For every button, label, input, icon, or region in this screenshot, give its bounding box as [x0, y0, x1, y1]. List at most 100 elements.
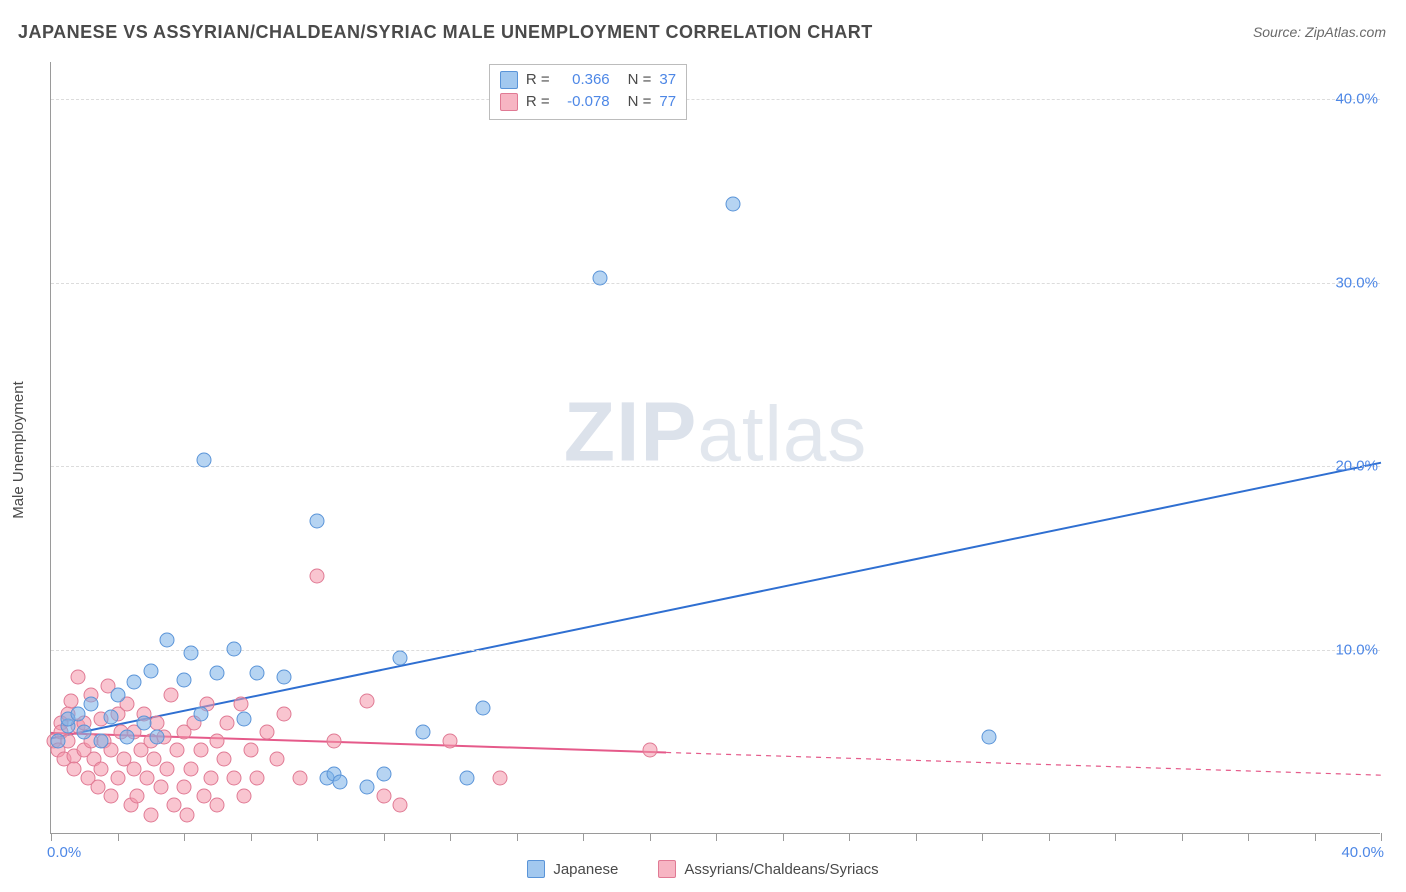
data-point [160, 761, 175, 776]
y-tick-label: 30.0% [1318, 274, 1382, 291]
x-tick [317, 833, 318, 841]
data-point [376, 767, 391, 782]
x-tick [583, 833, 584, 841]
data-point [153, 780, 168, 795]
data-point [642, 743, 657, 758]
data-point [210, 798, 225, 813]
data-point [93, 761, 108, 776]
data-point [203, 770, 218, 785]
data-point [243, 743, 258, 758]
data-point [103, 789, 118, 804]
data-point [140, 770, 155, 785]
legend-r-value: 0.366 [558, 69, 610, 91]
x-tick [849, 833, 850, 841]
gridline [51, 466, 1380, 467]
y-tick-label: 20.0% [1318, 458, 1382, 475]
data-point [110, 688, 125, 703]
data-point [183, 761, 198, 776]
data-point [236, 712, 251, 727]
data-point [193, 706, 208, 721]
data-point [90, 780, 105, 795]
data-point [210, 666, 225, 681]
data-point [120, 730, 135, 745]
legend-r-label: R = [526, 69, 550, 91]
data-point [183, 645, 198, 660]
data-point [236, 789, 251, 804]
data-point [416, 724, 431, 739]
legend-n-value: 37 [659, 69, 676, 91]
data-point [67, 761, 82, 776]
data-point [250, 770, 265, 785]
legend-item-japanese: Japanese [527, 860, 618, 878]
chart-title: JAPANESE VS ASSYRIAN/CHALDEAN/SYRIAC MAL… [18, 22, 873, 43]
data-point [50, 734, 65, 749]
x-tick [1182, 833, 1183, 841]
legend-row: R =-0.078N =77 [500, 91, 676, 113]
data-point [103, 710, 118, 725]
data-point [137, 715, 152, 730]
data-point [150, 715, 165, 730]
plot-area: ZIPatlas 10.0%20.0%30.0%40.0%0.0%40.0% [50, 62, 1380, 834]
x-tick [184, 833, 185, 841]
correlation-legend: R =0.366N =37R =-0.078N =77 [489, 64, 687, 120]
data-point [310, 513, 325, 528]
data-point [177, 780, 192, 795]
data-point [147, 752, 162, 767]
x-tick [251, 833, 252, 841]
source-label: Source: ZipAtlas.com [1253, 24, 1386, 40]
data-point [326, 734, 341, 749]
data-point [250, 666, 265, 681]
x-tick [650, 833, 651, 841]
x-tick [716, 833, 717, 841]
data-point [127, 675, 142, 690]
data-point [167, 798, 182, 813]
data-point [443, 734, 458, 749]
x-tick [384, 833, 385, 841]
data-point [359, 780, 374, 795]
swatch-icon [500, 71, 518, 89]
x-tick [51, 833, 52, 841]
swatch-pink [658, 860, 676, 878]
data-point [226, 770, 241, 785]
data-point [196, 789, 211, 804]
data-point [393, 651, 408, 666]
data-point [170, 743, 185, 758]
data-point [276, 706, 291, 721]
data-point [981, 730, 996, 745]
y-tick-label: 40.0% [1318, 90, 1382, 107]
data-point [110, 770, 125, 785]
data-point [70, 706, 85, 721]
data-point [276, 669, 291, 684]
legend-r-label: R = [526, 91, 550, 113]
x-tick [1381, 833, 1382, 841]
data-point [359, 693, 374, 708]
data-point [270, 752, 285, 767]
data-point [216, 752, 231, 767]
data-point [310, 568, 325, 583]
x-tick [118, 833, 119, 841]
data-point [127, 761, 142, 776]
data-point [143, 664, 158, 679]
data-point [725, 197, 740, 212]
trend-line [666, 752, 1381, 775]
legend-n-label: N = [628, 91, 652, 113]
data-point [70, 669, 85, 684]
x-tick [450, 833, 451, 841]
data-point [210, 734, 225, 749]
data-point [592, 270, 607, 285]
data-point [193, 743, 208, 758]
data-point [77, 724, 92, 739]
data-point [293, 770, 308, 785]
data-point [492, 770, 507, 785]
gridline [51, 650, 1380, 651]
data-point [177, 673, 192, 688]
legend-r-value: -0.078 [558, 91, 610, 113]
data-point [163, 688, 178, 703]
data-point [160, 633, 175, 648]
legend-label: Japanese [553, 861, 618, 878]
x-tick [916, 833, 917, 841]
data-point [376, 789, 391, 804]
swatch-icon [500, 93, 518, 111]
data-point [393, 798, 408, 813]
data-point [220, 715, 235, 730]
